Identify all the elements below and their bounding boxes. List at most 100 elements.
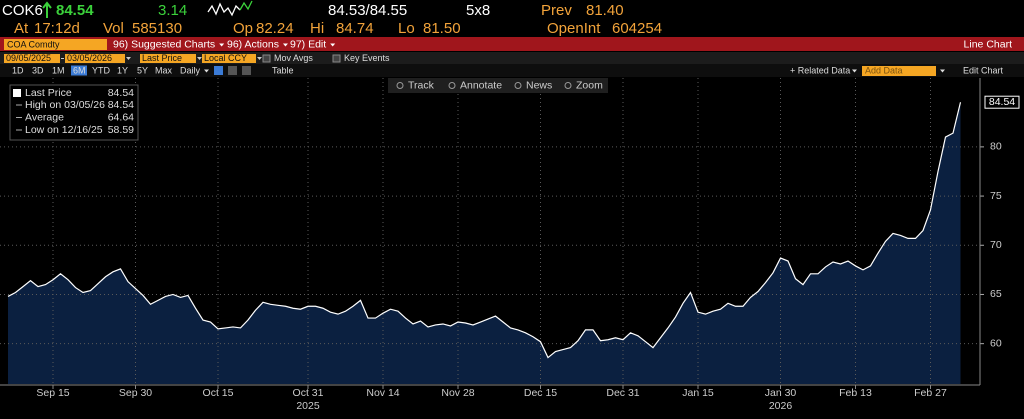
related-data[interactable]: + Related Data: [790, 65, 850, 75]
legend-value: 84.54: [108, 99, 134, 111]
legend-label: Last Price: [25, 87, 72, 99]
x-tick-label: Feb 27: [914, 387, 947, 399]
x-tick-label: Oct 15: [203, 387, 234, 399]
legend-label: Average: [25, 111, 64, 123]
dropdown-arrow: [197, 57, 202, 60]
currency[interactable]: Local CCY: [204, 53, 247, 63]
field-input[interactable]: [140, 54, 196, 63]
field-value: 17:12d: [34, 20, 80, 37]
range-active: [71, 65, 87, 76]
menu-item[interactable]: 96) Suggested Charts: [113, 38, 215, 50]
field-label: OpenInt: [547, 20, 601, 37]
prev-value: 81.40: [586, 2, 624, 19]
end-input[interactable]: [65, 54, 125, 63]
x-tick-label: Oct 31: [293, 387, 324, 399]
x-tick-label: Dec 31: [606, 387, 639, 399]
year-label: 2026: [769, 400, 793, 412]
y-tick-label: 60: [990, 337, 1002, 349]
tool[interactable]: Annotate: [460, 79, 502, 91]
field-value: 604254: [612, 20, 662, 37]
dropdown-arrow: [282, 43, 288, 47]
tool-icon: [448, 82, 456, 89]
size: 5x8: [466, 2, 490, 19]
tool[interactable]: Zoom: [576, 79, 603, 91]
x-tick-label: Nov 14: [366, 387, 399, 399]
y-tick-label: 65: [990, 288, 1002, 300]
security[interactable]: COA Comdty: [7, 39, 60, 49]
field-label: Op: [233, 20, 253, 37]
field-value: 84.74: [336, 20, 374, 37]
legend-value: 84.54: [108, 87, 134, 99]
menu-item[interactable]: 96) Actions: [227, 38, 279, 50]
range-button[interactable]: 3D: [32, 65, 44, 75]
tool-icon: [514, 82, 522, 89]
icon[interactable]: [214, 66, 223, 75]
field-label: Hi: [310, 20, 324, 37]
dropdown-arrow: [852, 69, 857, 73]
range-button[interactable]: 1M: [52, 65, 65, 75]
currency-input[interactable]: [202, 54, 256, 63]
chart: 60 65 70 75 80 Sep 15 Sep 30 Oct 15 Oct 31 Nov 14…: [0, 78, 1020, 412]
start-date[interactable]: 09/05/2025: [6, 53, 51, 63]
sparkline: [207, 2, 241, 17]
x-tick-label: Dec 15: [524, 387, 557, 399]
field-value: 585130: [132, 20, 182, 37]
range-button[interactable]: YTD: [92, 65, 111, 75]
range-button[interactable]: 1D: [12, 65, 24, 75]
menu-bar: [0, 37, 1024, 51]
range-bar: [0, 64, 1024, 77]
menu-item[interactable]: 97) Edit: [290, 38, 326, 50]
legend-swatch: [13, 89, 21, 97]
bid-ask: 84.53/84.55: [328, 2, 407, 19]
legend-label: Low on 12/16/25: [25, 124, 103, 136]
option[interactable]: Key Events: [344, 53, 390, 63]
up-arrow: [42, 1, 52, 18]
y-tick-label: 75: [990, 190, 1002, 202]
icon[interactable]: [228, 66, 237, 75]
year-label: 2025: [296, 400, 320, 412]
last-price: 84.54: [56, 2, 94, 19]
security-input[interactable]: [4, 39, 107, 50]
legend-value: 64.64: [108, 111, 134, 123]
dropdown-arrow: [940, 69, 945, 73]
edit-chart[interactable]: Edit Chart: [963, 65, 1004, 75]
range-button[interactable]: 6M: [73, 65, 86, 75]
y-tick-label: 80: [990, 141, 1002, 153]
dropdown-arrow: [126, 57, 131, 60]
checkbox: [262, 54, 271, 63]
tool[interactable]: Track: [408, 79, 435, 91]
sparkline-up: [239, 0, 253, 11]
table-button[interactable]: Table: [272, 65, 294, 75]
frequency[interactable]: Daily: [180, 65, 201, 75]
field[interactable]: Last Price: [142, 53, 182, 63]
tool-icon: [564, 82, 572, 89]
dropdown-arrow: [330, 43, 336, 47]
dropdown-arrow: [204, 69, 209, 73]
dropdown-arrow: [219, 43, 225, 47]
x-tick-label: Nov 28: [441, 387, 474, 399]
range-button[interactable]: 1Y: [117, 65, 128, 75]
range-button[interactable]: 5Y: [137, 65, 148, 75]
legend-label: High on 03/05/26: [25, 99, 105, 111]
field-value: 82.24: [256, 20, 294, 37]
x-tick-label: Sep 30: [119, 387, 152, 399]
option[interactable]: Mov Avgs: [274, 53, 313, 63]
tool[interactable]: News: [526, 79, 552, 91]
net-change: 3.14: [158, 2, 187, 19]
icon[interactable]: [242, 66, 251, 75]
checkbox: [332, 54, 341, 63]
add-data[interactable]: Add Data: [865, 65, 903, 75]
end-date[interactable]: 03/05/2026: [67, 53, 112, 63]
start-input[interactable]: [4, 54, 60, 63]
add-data-input[interactable]: [862, 66, 936, 76]
range-button[interactable]: Max: [155, 65, 173, 75]
line: [7, 102, 962, 359]
last-price-tag: [984, 95, 1020, 109]
prev-label: Prev: [541, 2, 572, 19]
tool-icon: [396, 82, 404, 89]
ticker: COK6: [2, 2, 43, 19]
field-label: Vol: [103, 20, 124, 37]
field-label: At: [14, 20, 29, 37]
